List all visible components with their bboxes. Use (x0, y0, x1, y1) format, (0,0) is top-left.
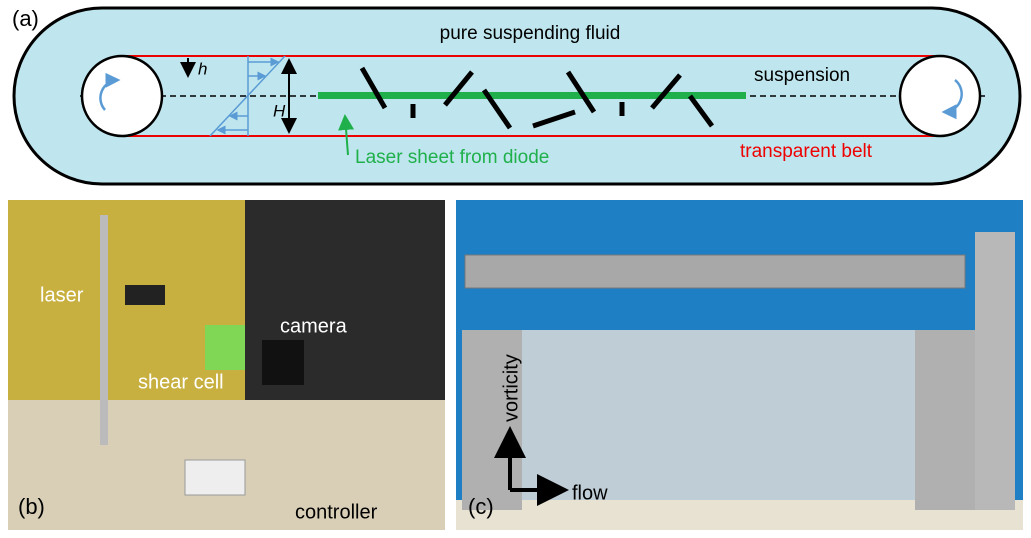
panel-label: (c) (468, 494, 494, 519)
label: flow (572, 482, 608, 504)
laser-sheet (318, 92, 746, 99)
label: vorticity (500, 354, 522, 422)
top-bar (465, 255, 965, 288)
shear-cell (522, 330, 915, 500)
label: H (273, 101, 286, 120)
panel-b: laser camera shear cell controller (b) (8, 200, 445, 530)
roller-right (900, 56, 980, 136)
label: suspension (754, 65, 850, 86)
panel-a: (a) pure suspending fluid h H suspension… (12, 6, 1020, 184)
label: camera (280, 315, 348, 337)
frame (100, 215, 108, 445)
camera-device (262, 340, 304, 385)
label: shear cell (138, 371, 224, 393)
roller-left (82, 56, 162, 136)
figure: (a) pure suspending fluid h H suspension… (0, 0, 1031, 533)
label: pure suspending fluid (440, 23, 621, 44)
label: Laser sheet from diode (355, 147, 549, 168)
panel-label: (a) (12, 6, 39, 31)
shear-cell (205, 325, 245, 370)
panel-label: (b) (18, 494, 45, 519)
side-block (915, 330, 975, 510)
controller-box (185, 460, 245, 495)
label: h (198, 59, 207, 78)
label: transparent belt (740, 141, 873, 162)
panel-c: vorticity flow (c) (456, 200, 1023, 530)
label: laser (40, 284, 84, 306)
laser-device (125, 285, 165, 305)
label: controller (295, 501, 378, 523)
side-block (975, 232, 1015, 510)
